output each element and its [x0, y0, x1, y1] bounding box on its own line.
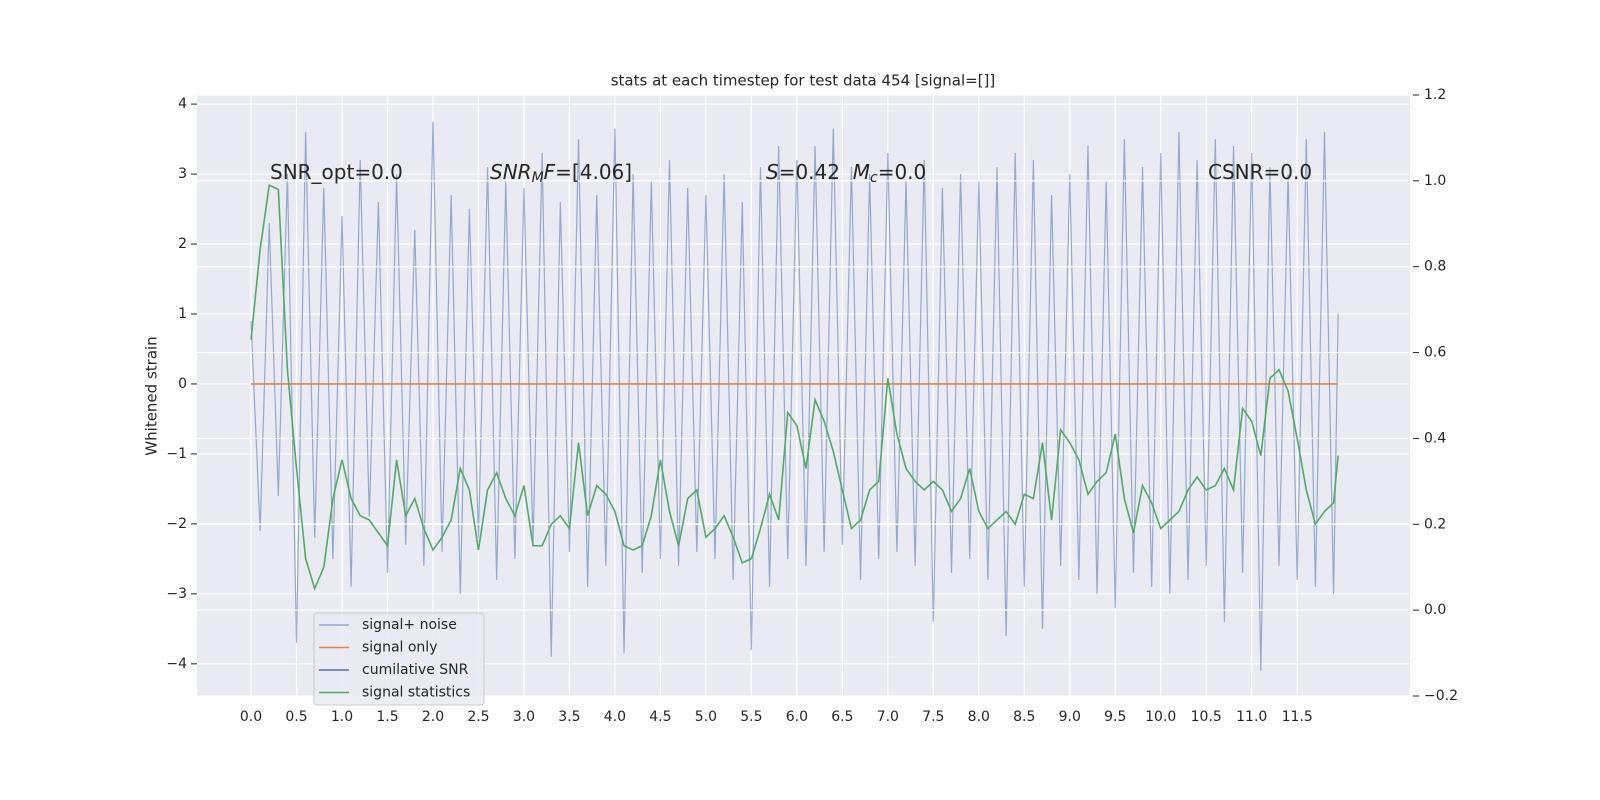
y-tick-label: 4: [178, 96, 187, 112]
annotation-part: S: [766, 160, 779, 184]
y-tick-label: −2: [166, 516, 187, 532]
y-tick-label: −4: [166, 656, 187, 672]
x-tick-label: 1.0: [331, 709, 353, 725]
y-tick-label: 0: [178, 376, 187, 392]
x-tick-label: 11.0: [1236, 709, 1267, 725]
legend-box: [313, 612, 485, 706]
x-tick-label: 0.5: [285, 709, 307, 725]
y2-tick-label: 0.4: [1424, 430, 1446, 446]
annotation-part: CSNR=0.0: [1208, 160, 1312, 184]
x-tick-label: 0.0: [240, 709, 262, 725]
annotation-part: SNR_opt=0.0: [270, 160, 403, 184]
x-tick-label: 6.0: [786, 709, 808, 725]
legend-label: cumilative SNR: [362, 662, 469, 678]
annotation: CSNR=0.0: [1208, 160, 1312, 184]
annotation-part: F: [544, 160, 556, 184]
y-tick-label: 3: [178, 166, 187, 182]
y-tick-label: −3: [166, 586, 187, 602]
x-tick-label: 5.5: [740, 709, 762, 725]
legend-label: signal only: [362, 640, 437, 656]
x-tick-label: 1.5: [376, 709, 398, 725]
y-tick-label: −1: [166, 446, 187, 462]
x-tick-label: 3.5: [558, 709, 580, 725]
y2-tick-label: 0.0: [1424, 602, 1446, 618]
y2-tick-label: 0.6: [1424, 345, 1446, 361]
x-tick-label: 4.5: [649, 709, 671, 725]
annotation-part: =[4.06]: [555, 160, 632, 184]
x-tick-label: 7.0: [877, 709, 899, 725]
annotation-part: =0.42: [779, 160, 853, 184]
annotation-part: M: [532, 170, 544, 186]
x-tick-label: 4.0: [604, 709, 626, 725]
x-tick-label: 8.0: [968, 709, 990, 725]
annotation-part: =0.0: [878, 160, 927, 184]
annotation-part: SNR: [490, 160, 532, 184]
annotation: S=0.42 Mc=0.0: [766, 160, 926, 187]
x-tick-label: 9.5: [1104, 709, 1126, 725]
y-tick-label: 1: [178, 306, 187, 322]
x-tick-label: 10.0: [1145, 709, 1176, 725]
x-tick-label: 8.5: [1013, 709, 1035, 725]
x-tick-label: 2.0: [422, 709, 444, 725]
annotation: SNR_opt=0.0: [270, 160, 403, 184]
x-tick-label: 3.0: [513, 709, 535, 725]
x-tick-label: 5.0: [695, 709, 717, 725]
series-line: [250, 121, 1339, 671]
legend-label: signal statistics: [362, 685, 470, 701]
x-tick-label: 10.5: [1191, 709, 1222, 725]
y-axis-label: Whitened strain: [143, 336, 161, 455]
annotation-part: M: [853, 160, 870, 184]
annotation: SNRMF=[4.06]: [490, 160, 632, 187]
y-tick-label: 2: [178, 236, 187, 252]
plot-area: [197, 95, 1410, 696]
y2-tick-label: −0.2: [1424, 688, 1458, 704]
x-tick-label: 6.5: [831, 709, 853, 725]
x-tick-label: 9.0: [1059, 709, 1081, 725]
x-tick-label: 11.5: [1282, 709, 1313, 725]
x-tick-label: 7.5: [922, 709, 944, 725]
y2-tick-label: 0.8: [1424, 259, 1446, 275]
x-tick-label: 2.5: [467, 709, 489, 725]
annotation-part: c: [870, 170, 878, 186]
series-line-y2: [250, 183, 1339, 592]
chart-title: stats at each timestep for test data 454…: [611, 72, 996, 90]
y2-tick-label: 1.0: [1424, 173, 1446, 189]
y2-tick-label: 1.2: [1424, 87, 1446, 103]
y2-tick-label: 0.2: [1424, 516, 1446, 532]
legend-label: signal+ noise: [362, 617, 457, 633]
